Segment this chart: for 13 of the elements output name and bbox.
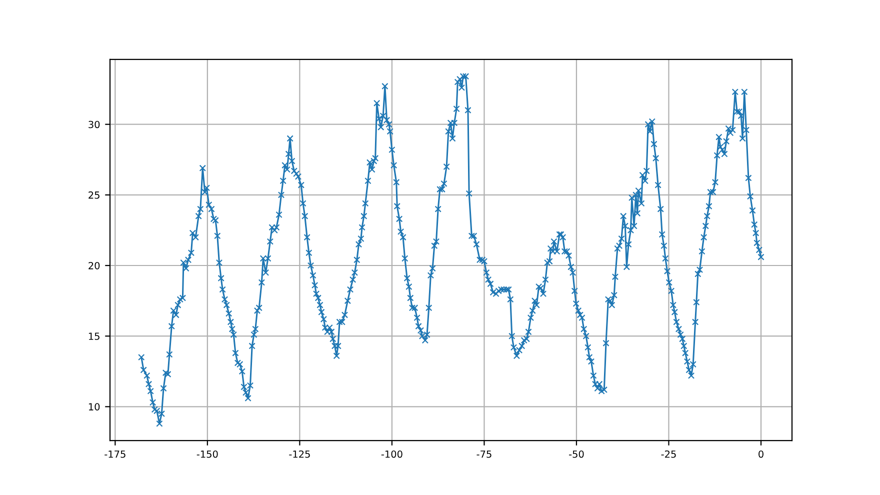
y-tick-label: 15 <box>88 332 100 340</box>
x-tick-label: -175 <box>104 450 126 458</box>
x-tick-label: -125 <box>289 450 310 458</box>
x-tick-label: -100 <box>381 450 402 458</box>
x-tick-label: -150 <box>196 450 218 458</box>
y-tick-label: 20 <box>88 262 100 270</box>
x-tick-label: -50 <box>569 450 584 458</box>
y-tick-label: 25 <box>88 191 100 199</box>
y-tick-label: 30 <box>88 120 100 128</box>
x-tick-label: -75 <box>476 450 492 458</box>
x-tick-label: 0 <box>758 450 764 458</box>
x-tick-label: -25 <box>661 450 676 458</box>
y-tick-label: 10 <box>88 403 100 410</box>
